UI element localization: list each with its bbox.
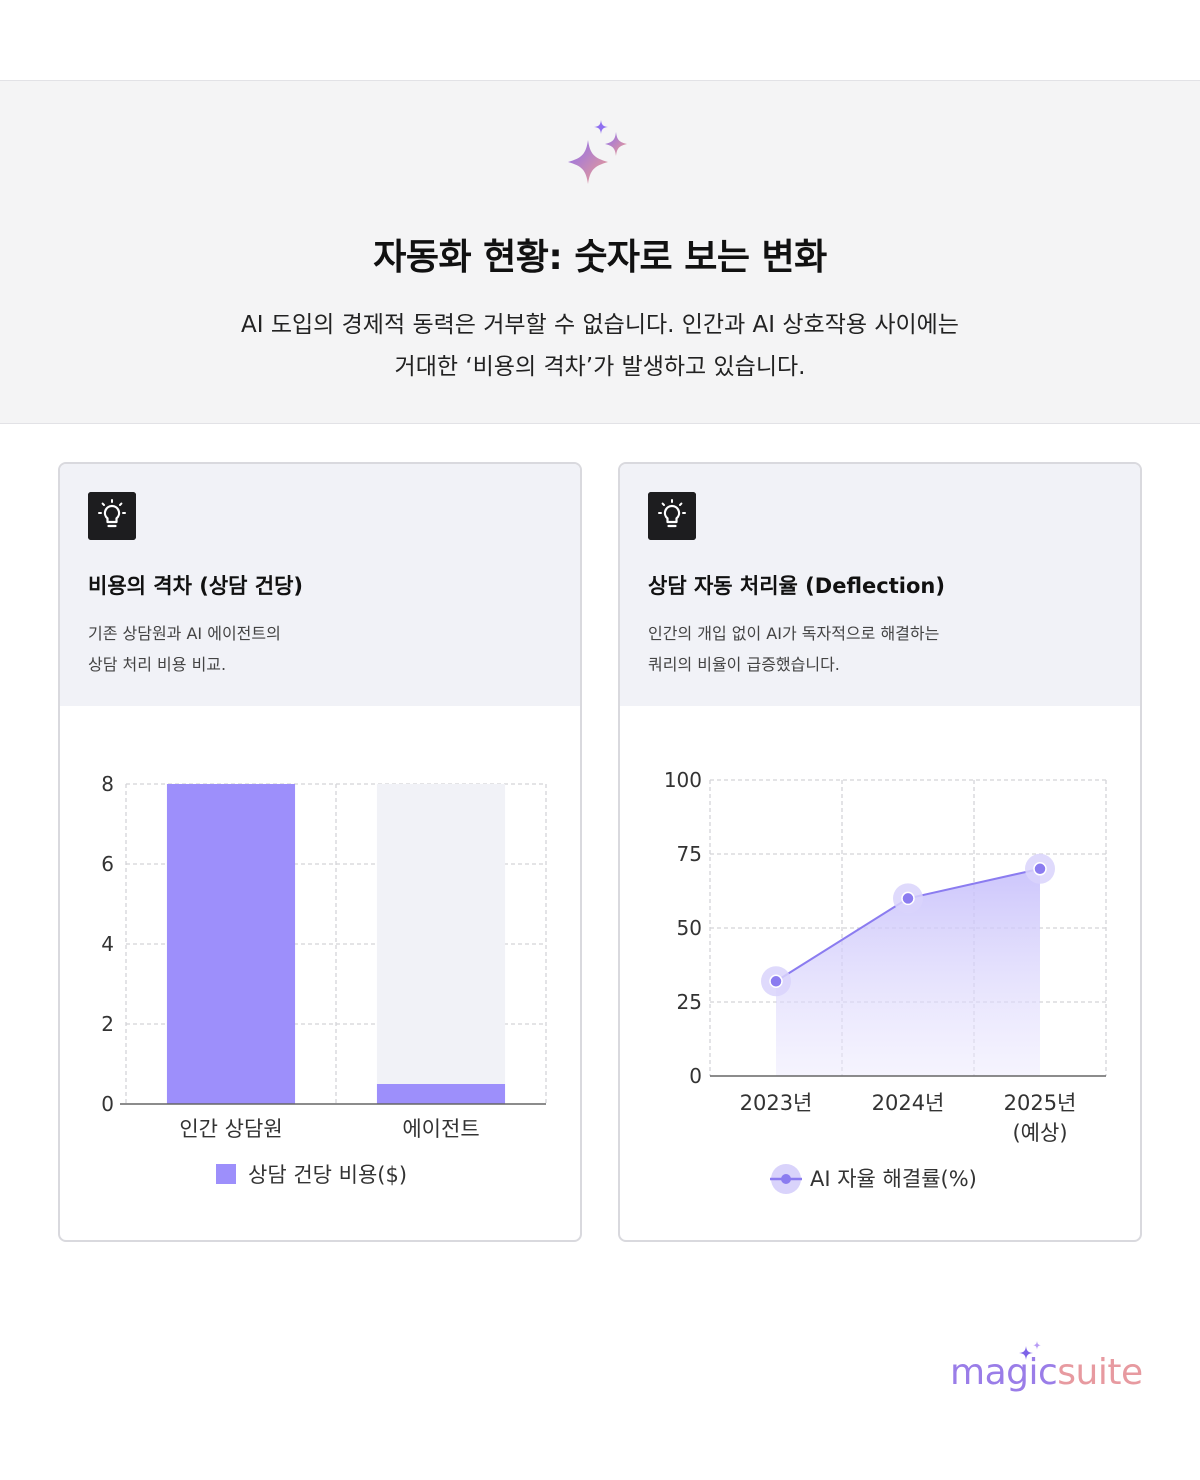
- x-tick-label: 에이전트: [402, 1117, 479, 1141]
- x-tick-label: 2024년: [872, 1091, 945, 1115]
- logo-part-1: magic: [950, 1352, 1058, 1393]
- data-point: [1033, 862, 1047, 876]
- deflection-area-chart: 0 25 50 75 100 2023년 2024년 2025년 (예상) AI 자율 해결률(%…: [664, 768, 1107, 1194]
- subtitle-line-1: AI 도입의 경제적 동력은 거부할 수 없습니다. 인간과 AI 상호작용 사…: [241, 312, 959, 338]
- card-desc-line-1: 기존 상담원과 AI 에이전트의: [88, 624, 281, 643]
- card-header: 상담 자동 처리율 (Deflection) 인간의 개입 없이 AI가 독자적…: [620, 464, 1140, 706]
- x-tick-label: 2025년 (예상): [1004, 1091, 1077, 1145]
- legend-label: AI 자율 해결률(%): [810, 1167, 977, 1191]
- card-desc-line-2: 상담 처리 비용 비교.: [88, 655, 227, 674]
- card-header: 비용의 격차 (상담 건당) 기존 상담원과 AI 에이전트의 상담 처리 비용…: [60, 464, 580, 706]
- data-point: [769, 974, 783, 989]
- bar-track: [376, 784, 506, 1104]
- deflection-card: 상담 자동 처리율 (Deflection) 인간의 개입 없이 AI가 독자적…: [618, 462, 1142, 1242]
- magicsuite-logo: magicsuite: [950, 1352, 1143, 1393]
- lightbulb-icon: [88, 492, 136, 540]
- bar: [166, 784, 296, 1104]
- page-subtitle: AI 도입의 경제적 동력은 거부할 수 없습니다. 인간과 AI 상호작용 사…: [150, 304, 1050, 388]
- card-desc-line-1: 인간의 개입 없이 AI가 독자적으로 해결하는: [648, 624, 940, 643]
- lightbulb-icon: [648, 492, 696, 540]
- card-description: 기존 상담원과 AI 에이전트의 상담 처리 비용 비교.: [88, 618, 388, 680]
- cost-gap-card: 비용의 격차 (상담 건당) 기존 상담원과 AI 에이전트의 상담 처리 비용…: [58, 462, 582, 1242]
- y-tick-label: 50: [677, 916, 702, 940]
- y-tick-label: 100: [664, 768, 702, 792]
- area-fill: [776, 868, 1040, 1076]
- y-tick-label: 6: [101, 852, 114, 876]
- card-description: 인간의 개입 없이 AI가 독자적으로 해결하는 쿼리의 비율이 급증했습니다.: [648, 618, 1048, 680]
- legend-label: 상담 건당 비용($): [248, 1163, 407, 1187]
- subtitle-line-2: 거대한 ‘비용의 격차’가 발생하고 있습니다.: [394, 354, 806, 380]
- y-tick-label: 8: [101, 772, 114, 796]
- y-tick-label: 4: [101, 932, 114, 956]
- legend-marker: [781, 1174, 791, 1184]
- y-tick-label: 25: [677, 990, 702, 1014]
- page-title: 자동화 현황: 숫자로 보는 변화: [373, 237, 827, 278]
- logo-part-2: suite: [1057, 1352, 1143, 1393]
- hero-section: [0, 80, 1200, 424]
- bar: [376, 1084, 506, 1104]
- x-tick-label: 2023년: [740, 1091, 813, 1115]
- card-desc-line-2: 쿼리의 비율이 급증했습니다.: [648, 655, 840, 674]
- y-tick-label: 0: [101, 1092, 114, 1116]
- card-title: 상담 자동 처리율 (Deflection): [648, 574, 945, 598]
- logo-sparkles-icon: [1019, 1341, 1041, 1360]
- legend-swatch: [216, 1164, 236, 1184]
- x-tick-label: 인간 상담원: [179, 1117, 282, 1141]
- y-tick-label: 75: [677, 842, 702, 866]
- y-tick-label: 2: [101, 1012, 114, 1036]
- data-point: [901, 891, 915, 906]
- card-title: 비용의 격차 (상담 건당): [88, 574, 304, 598]
- sparkles-icon: [568, 120, 627, 184]
- y-tick-label: 0: [689, 1064, 702, 1088]
